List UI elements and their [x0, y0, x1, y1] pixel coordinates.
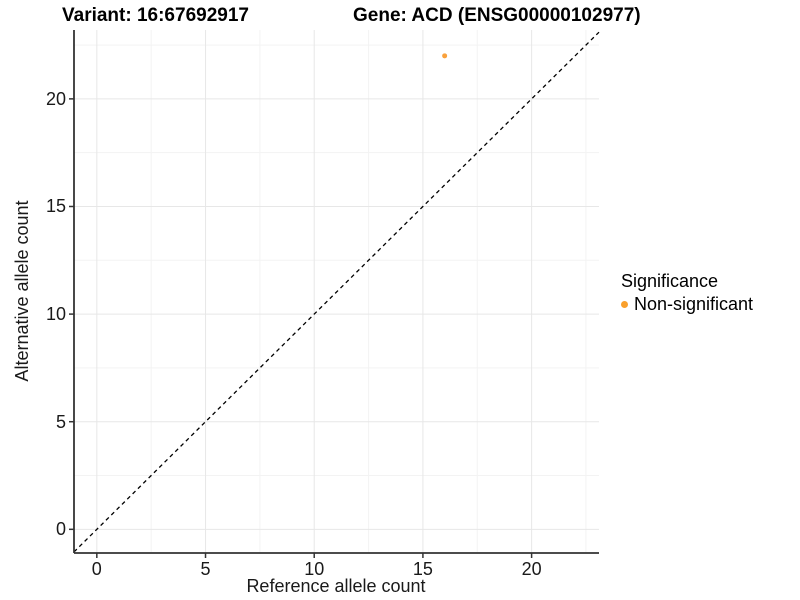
gene-title: Gene: ACD (ENSG00000102977)	[353, 5, 641, 26]
y-axis-title: Alternative allele count	[12, 200, 32, 382]
y-tick-label: 20	[45, 88, 66, 109]
legend-title: Significance	[621, 271, 719, 291]
y-tick-label: 0	[55, 519, 66, 540]
y-tick-label: 10	[45, 304, 66, 325]
legend-item-non-significant: Non-significant	[618, 293, 753, 315]
variant-title: Variant: 16:67692917	[62, 5, 249, 26]
legend-dot-icon	[621, 300, 628, 308]
legend: Significance Non-significant	[618, 270, 753, 315]
x-tick-label: 20	[521, 559, 542, 579]
y-tick-label: 5	[55, 411, 66, 432]
x-tick-label: 10	[304, 559, 325, 579]
legend-item-label: Non-significant	[634, 293, 754, 314]
identity-line	[73, 31, 600, 553]
x-tick-label: 0	[91, 559, 102, 579]
data-point	[442, 53, 448, 59]
x-axis-title: Reference allele count	[246, 576, 426, 596]
x-tick-label: 5	[200, 559, 211, 579]
y-tick-label: 15	[45, 196, 66, 217]
x-tick-label: 15	[412, 559, 433, 579]
